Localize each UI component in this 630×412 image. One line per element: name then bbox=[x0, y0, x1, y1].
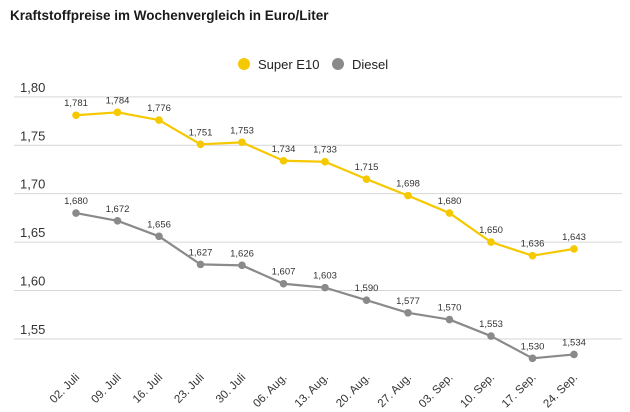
x-tick-label: 16. Juli bbox=[131, 372, 165, 406]
diesel-data-label: 1,607 bbox=[272, 267, 296, 278]
x-tick-label: 09. Juli bbox=[89, 372, 123, 406]
y-tick-label: 1,70 bbox=[20, 177, 45, 192]
x-axis: 02. Juli 09. Juli 16. Juli 23. Juli 30. Juli… bbox=[48, 372, 580, 411]
diesel-data-label: 1,590 bbox=[355, 283, 379, 294]
legend-label: Diesel bbox=[352, 57, 388, 72]
diesel-point bbox=[155, 232, 163, 241]
super-e10-data-label: 1,776 bbox=[147, 103, 171, 114]
diesel-point bbox=[528, 354, 537, 363]
diesel-data-label: 1,534 bbox=[562, 337, 586, 348]
diesel-data-label: 1,627 bbox=[189, 247, 213, 258]
super-e10-data-label: 1,650 bbox=[479, 225, 503, 236]
diesel-point bbox=[404, 309, 412, 317]
legend: Super E10 Diesel bbox=[238, 57, 388, 72]
diesel-data-label: 1,603 bbox=[313, 271, 337, 282]
diesel-point bbox=[362, 296, 371, 305]
super-e10-data-label: 1,680 bbox=[438, 196, 462, 207]
diesel-data-label: 1,656 bbox=[147, 219, 171, 230]
x-tick-label: 27. Aug. bbox=[376, 372, 414, 410]
y-axis: 1,80 1,75 1,70 1,65 1,60 1,55 bbox=[20, 80, 45, 337]
legend-label: Super E10 bbox=[258, 57, 319, 72]
super-e10-point bbox=[238, 138, 246, 147]
super-e10-data-label: 1,643 bbox=[562, 232, 586, 243]
diesel-data-label: 1,680 bbox=[64, 196, 88, 207]
super-e10-point bbox=[72, 111, 80, 120]
diesel-data-label: 1,626 bbox=[230, 248, 254, 259]
super-e10-data-label: 1,698 bbox=[396, 179, 420, 190]
y-tick-label: 1,65 bbox=[20, 225, 45, 240]
x-tick-label: 30. Juli bbox=[214, 372, 248, 406]
super-e10-point bbox=[404, 191, 412, 200]
x-tick-label: 24. Sep. bbox=[541, 372, 580, 411]
diesel-data-label: 1,672 bbox=[106, 204, 130, 215]
legend-marker bbox=[332, 58, 344, 70]
super-e10-data-label: 1,715 bbox=[355, 162, 379, 173]
super-e10-data-label: 1,784 bbox=[106, 95, 130, 106]
super-e10-data-label: 1,751 bbox=[189, 127, 213, 138]
gridlines bbox=[14, 96, 622, 340]
super-e10-point bbox=[487, 238, 495, 246]
data-labels: 1,781 1,784 1,776 1,751 1,753 1,734 1,733 1,715… bbox=[64, 95, 586, 352]
x-tick-label: 02. Juli bbox=[48, 372, 82, 406]
x-tick-label: 23. Juli bbox=[172, 372, 206, 406]
diesel-point bbox=[279, 279, 288, 288]
super-e10-data-label: 1,734 bbox=[272, 144, 296, 155]
super-e10-point bbox=[279, 156, 288, 165]
y-tick-label: 1,75 bbox=[20, 128, 45, 143]
super-e10-data-label: 1,753 bbox=[230, 125, 254, 136]
super-e10-point bbox=[155, 116, 163, 124]
diesel-data-label: 1,530 bbox=[521, 341, 545, 352]
super-e10-point bbox=[113, 108, 122, 117]
diesel-point bbox=[321, 283, 329, 292]
super-e10-data-label: 1,636 bbox=[521, 239, 545, 250]
diesel-data-label: 1,553 bbox=[479, 319, 503, 330]
super-e10-point bbox=[570, 245, 578, 253]
x-tick-label: 06. Aug. bbox=[251, 372, 289, 410]
diesel-point bbox=[487, 332, 495, 340]
y-tick-label: 1,55 bbox=[20, 322, 45, 337]
diesel-point bbox=[72, 209, 80, 217]
super-e10-point bbox=[321, 157, 329, 166]
diesel-point bbox=[113, 217, 122, 225]
series-points bbox=[72, 108, 578, 363]
diesel-data-label: 1,577 bbox=[396, 296, 420, 307]
y-tick-label: 1,60 bbox=[20, 274, 45, 289]
super-e10-point bbox=[196, 140, 205, 149]
x-tick-label: 13. Aug. bbox=[293, 372, 331, 410]
diesel-point bbox=[238, 261, 246, 270]
diesel-data-label: 1,570 bbox=[438, 303, 462, 314]
super-e10-point bbox=[362, 175, 371, 183]
x-tick-label: 20. Aug. bbox=[334, 372, 372, 410]
diesel-point bbox=[445, 315, 454, 324]
x-tick-label: 03. Sep. bbox=[417, 372, 456, 411]
y-tick-label: 1,80 bbox=[20, 80, 45, 95]
legend-marker bbox=[238, 58, 250, 70]
x-tick-label: 10. Sep. bbox=[458, 372, 497, 411]
x-tick-label: 17. Sep. bbox=[500, 372, 539, 411]
super-e10-point bbox=[445, 209, 454, 217]
super-e10-data-label: 1,781 bbox=[64, 98, 88, 109]
diesel-point bbox=[196, 260, 205, 269]
diesel-point bbox=[570, 350, 578, 359]
super-e10-data-label: 1,733 bbox=[313, 145, 337, 156]
chart-title: Kraftstoffpreise im Wochenvergleich in E… bbox=[10, 8, 329, 23]
super-e10-point bbox=[528, 251, 537, 260]
